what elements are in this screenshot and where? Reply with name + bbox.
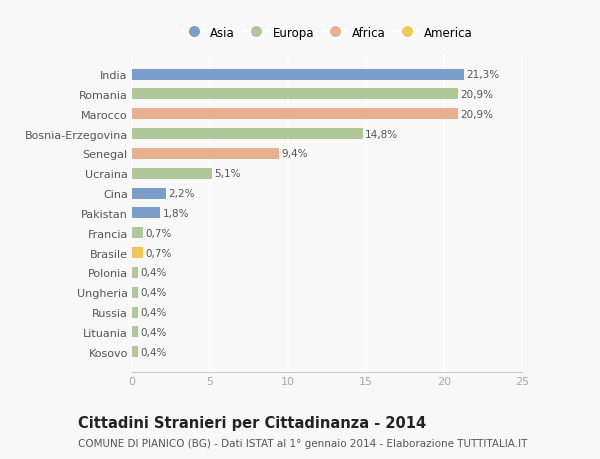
Text: 0,4%: 0,4% [140, 288, 167, 297]
Text: Cittadini Stranieri per Cittadinanza - 2014: Cittadini Stranieri per Cittadinanza - 2… [78, 415, 426, 431]
Bar [132, 188, 166, 199]
Text: 21,3%: 21,3% [467, 70, 500, 80]
Bar [132, 69, 464, 80]
Text: 20,9%: 20,9% [460, 110, 493, 119]
Bar [132, 287, 138, 298]
Text: 0,7%: 0,7% [145, 248, 172, 258]
Text: 0,7%: 0,7% [145, 228, 172, 238]
Bar [132, 267, 138, 278]
Text: 0,4%: 0,4% [140, 327, 167, 337]
Text: COMUNE DI PIANICO (BG) - Dati ISTAT al 1° gennaio 2014 - Elaborazione TUTTITALIA: COMUNE DI PIANICO (BG) - Dati ISTAT al 1… [78, 438, 527, 448]
Bar [132, 327, 138, 338]
Bar [132, 347, 138, 358]
Legend: Asia, Europa, Africa, America: Asia, Europa, Africa, America [178, 23, 476, 43]
Bar [132, 109, 458, 120]
Text: 0,4%: 0,4% [140, 268, 167, 278]
Text: 14,8%: 14,8% [365, 129, 398, 139]
Bar [132, 228, 143, 239]
Text: 0,4%: 0,4% [140, 347, 167, 357]
Bar [132, 149, 278, 160]
Bar [132, 307, 138, 318]
Text: 5,1%: 5,1% [214, 169, 241, 179]
Text: 2,2%: 2,2% [169, 189, 195, 199]
Bar [132, 168, 212, 179]
Text: 20,9%: 20,9% [460, 90, 493, 100]
Bar [132, 129, 363, 140]
Bar [132, 247, 143, 258]
Text: 1,8%: 1,8% [163, 208, 189, 218]
Text: 0,4%: 0,4% [140, 308, 167, 317]
Bar [132, 208, 160, 219]
Text: 9,4%: 9,4% [281, 149, 307, 159]
Bar [132, 89, 458, 100]
